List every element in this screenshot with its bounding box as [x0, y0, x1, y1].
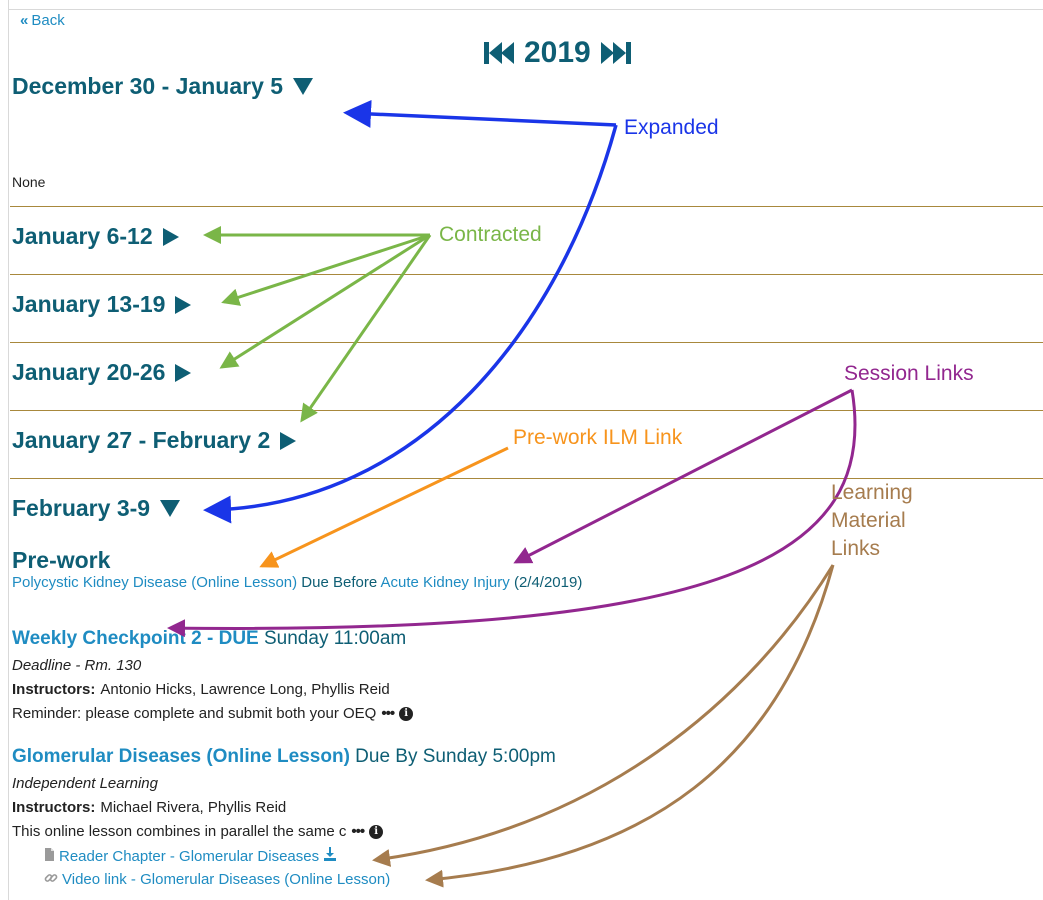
learning-material-link[interactable]: Reader Chapter - Glomerular Diseases: [44, 847, 337, 865]
session-type-text: Independent Learning: [12, 775, 158, 792]
caret-right-icon: [175, 363, 192, 382]
info-icon[interactable]: i: [369, 824, 384, 839]
session-instructors: Instructors: Michael Rivera, Phyllis Rei…: [12, 799, 286, 816]
session-type: Deadline - Rm. 130: [12, 657, 141, 674]
annotation-material-3: Links: [831, 537, 881, 560]
more-dots-icon[interactable]: •••: [351, 823, 365, 840]
pdf-file-icon: [44, 848, 55, 864]
session-due: Due By Sunday 5:00pm: [355, 746, 556, 767]
session-type-text: Deadline - Rm. 130: [12, 657, 142, 674]
week-header-feb3-9[interactable]: February 3-9: [12, 495, 181, 522]
caret-down-icon: [293, 78, 314, 95]
next-year-button[interactable]: [599, 41, 631, 65]
caret-right-icon: [162, 227, 179, 246]
prework-date: (2/4/2019): [513, 574, 583, 591]
caret-right-icon: [280, 431, 297, 450]
prework-due-before: Due Before: [301, 574, 378, 591]
session-title-row: Glomerular Diseases (Online Lesson) Due …: [12, 746, 556, 768]
annotation-session-links: Session Links: [844, 362, 974, 385]
prework-session-link[interactable]: Acute Kidney Injury: [380, 574, 510, 591]
week-header-jan13-19[interactable]: January 13-19: [12, 291, 192, 318]
prework-arrow: [259, 446, 509, 568]
week-label: January 6-12: [12, 223, 153, 249]
week-label: February 3-9: [12, 495, 151, 521]
contracted-arrow-2: [221, 233, 431, 306]
week-header-dec30-jan5[interactable]: December 30 - January 5: [12, 73, 314, 100]
annotation-material-2: Material: [831, 509, 906, 532]
more-dots-icon[interactable]: •••: [381, 705, 395, 722]
week-label: December 30 - January 5: [12, 73, 284, 99]
session-link[interactable]: Glomerular Diseases (Online Lesson): [12, 746, 350, 767]
material-arrow-2: [425, 564, 835, 888]
week-label: January 27 - February 2: [12, 427, 271, 453]
week-header-jan20-26[interactable]: January 20-26: [12, 359, 192, 386]
week-header-jan6-12[interactable]: January 6-12: [12, 223, 179, 250]
session-link[interactable]: Weekly Checkpoint 2 - DUE: [12, 628, 259, 649]
material-label: Video link - Glomerular Diseases (Online…: [62, 871, 391, 888]
year-label: 2019: [524, 36, 591, 69]
week-label: January 13-19: [12, 291, 166, 317]
week-label: January 20-26: [12, 359, 166, 385]
annotation-material-1: Learning: [831, 481, 913, 504]
contracted-arrow-3: [219, 233, 431, 369]
learning-material-link[interactable]: Video link - Glomerular Diseases (Online…: [44, 871, 390, 888]
double-chevron-left-icon: «: [20, 12, 28, 29]
material-label: Reader Chapter - Glomerular Diseases: [59, 847, 320, 865]
back-link[interactable]: « Back: [20, 12, 65, 29]
previous-year-button[interactable]: [484, 41, 516, 65]
double-backward-icon: [484, 42, 514, 64]
annotation-prework-ilm: Pre-work ILM Link: [513, 426, 683, 449]
description-text: This online lesson combines in parallel …: [12, 823, 347, 840]
prework-heading: Pre-work: [12, 547, 111, 573]
instructors-names: Antonio Hicks, Lawrence Long, Phyllis Re…: [100, 681, 390, 698]
week-divider: [10, 274, 1043, 275]
session-title-row: Weekly Checkpoint 2 - DUE Sunday 11:00am: [12, 628, 406, 650]
caret-down-icon: [160, 500, 181, 517]
week-divider: [10, 206, 1043, 207]
left-border: [8, 0, 9, 900]
session-description: This online lesson combines in parallel …: [12, 823, 384, 840]
instructors-names: Michael Rivera, Phyllis Reid: [100, 799, 287, 816]
download-icon[interactable]: [323, 847, 337, 865]
session-instructors: Instructors: Antonio Hicks, Lawrence Lon…: [12, 681, 390, 698]
annotation-contracted: Contracted: [439, 223, 542, 246]
link-icon: [44, 871, 58, 888]
expanded-arrow-top: [343, 99, 617, 128]
session-description: Reminder: please complete and submit bot…: [12, 705, 414, 722]
caret-right-icon: [175, 295, 192, 314]
week-divider: [10, 478, 1043, 479]
material-arrow-1: [372, 564, 835, 867]
week-divider: [10, 410, 1043, 411]
prework-item: Polycystic Kidney Disease (Online Lesson…: [12, 574, 582, 591]
double-forward-icon: [600, 42, 631, 64]
year-navigation: 2019: [484, 36, 631, 70]
session-due: Sunday 11:00am: [264, 628, 407, 649]
description-text: Reminder: please complete and submit bot…: [12, 705, 377, 722]
instructors-label: Instructors:: [12, 681, 96, 698]
week-header-jan27-feb2[interactable]: January 27 - February 2: [12, 427, 297, 454]
back-label: Back: [31, 12, 65, 29]
annotation-expanded: Expanded: [624, 116, 719, 139]
week-empty-text: None: [12, 174, 46, 190]
top-border: [8, 9, 1043, 10]
week-divider: [10, 342, 1043, 343]
contracted-arrow-4: [300, 234, 432, 423]
prework-ilm-link[interactable]: Polycystic Kidney Disease (Online Lesson…: [12, 574, 298, 591]
session-arrow-1: [513, 388, 853, 564]
info-icon[interactable]: i: [399, 706, 414, 721]
instructors-label: Instructors:: [12, 799, 96, 816]
session-type: Independent Learning: [12, 775, 158, 792]
